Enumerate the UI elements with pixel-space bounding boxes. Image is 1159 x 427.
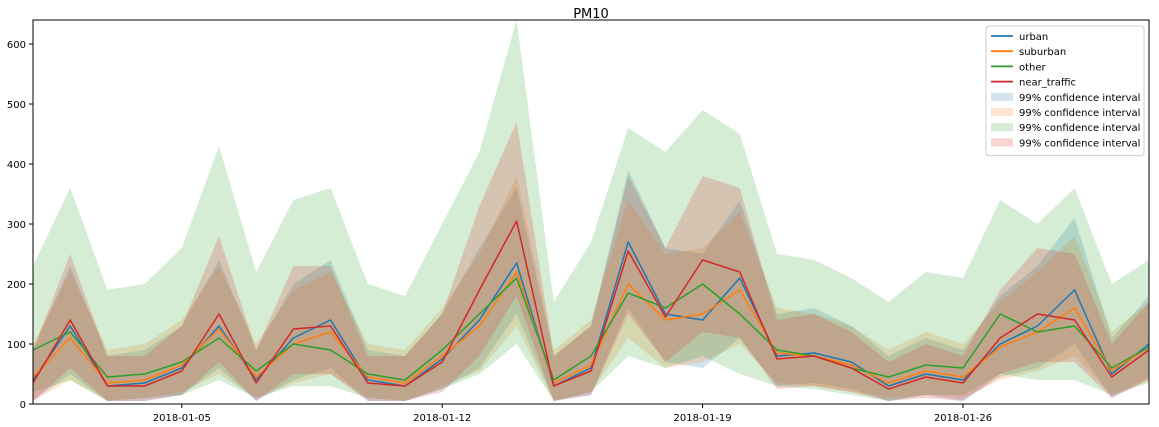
- legend: urban suburban other near_traffic 99% confid…: [985, 25, 1145, 157]
- y-tick-label: 0: [20, 400, 26, 411]
- confidence-band-suburban: [33, 176, 1149, 401]
- series-line-urban: [32, 241, 1150, 387]
- legend-swatch-band-near_traffic: [991, 138, 1013, 147]
- y-tick-label: 500: [7, 100, 26, 111]
- x-tick-label: 2018-01-26: [934, 413, 992, 424]
- series-lines: [32, 220, 1150, 390]
- legend-swatch-band-urban: [991, 92, 1013, 101]
- confidence-band-other: [33, 20, 1149, 401]
- y-tick-label: 300: [7, 220, 26, 231]
- confidence-bands: [33, 20, 1149, 401]
- legend-label-band: 99% confidence interval: [1019, 108, 1140, 119]
- legend-label-band: 99% confidence interval: [1019, 138, 1140, 149]
- y-tick-label: 400: [7, 160, 26, 171]
- series-line-suburban: [32, 271, 1150, 384]
- legend-label-suburban: suburban: [1019, 47, 1066, 58]
- legend-swatch-band-other: [991, 123, 1013, 132]
- legend-box: [985, 25, 1145, 157]
- legend-label-near_traffic: near_traffic: [1019, 78, 1076, 89]
- x-tick-label: 2018-01-19: [674, 413, 732, 424]
- x-axis: 2018-01-05 2018-01-12 2018-01-19 2018-01-26: [153, 404, 992, 424]
- confidence-band-urban: [33, 170, 1149, 401]
- y-tick-label: 200: [7, 280, 26, 291]
- x-tick-label: 2018-01-05: [153, 413, 211, 424]
- plot-frame: [32, 19, 1150, 405]
- confidence-band-near_traffic: [33, 122, 1149, 401]
- y-tick-label: 600: [7, 40, 26, 51]
- legend-label-urban: urban: [1019, 32, 1048, 43]
- y-axis: 0 100 200 300 400 500 600: [7, 40, 33, 411]
- legend-swatch-band-suburban: [991, 108, 1013, 116]
- series-line-other: [32, 277, 1150, 381]
- x-tick-label: 2018-01-12: [413, 413, 471, 424]
- legend-label-band: 99% confidence interval: [1019, 93, 1140, 104]
- chart-title: PM10: [573, 7, 609, 22]
- legend-label-other: other: [1019, 62, 1047, 73]
- y-tick-label: 100: [7, 340, 26, 351]
- legend-label-band: 99% confidence interval: [1019, 123, 1140, 134]
- series-line-near_traffic: [32, 220, 1150, 390]
